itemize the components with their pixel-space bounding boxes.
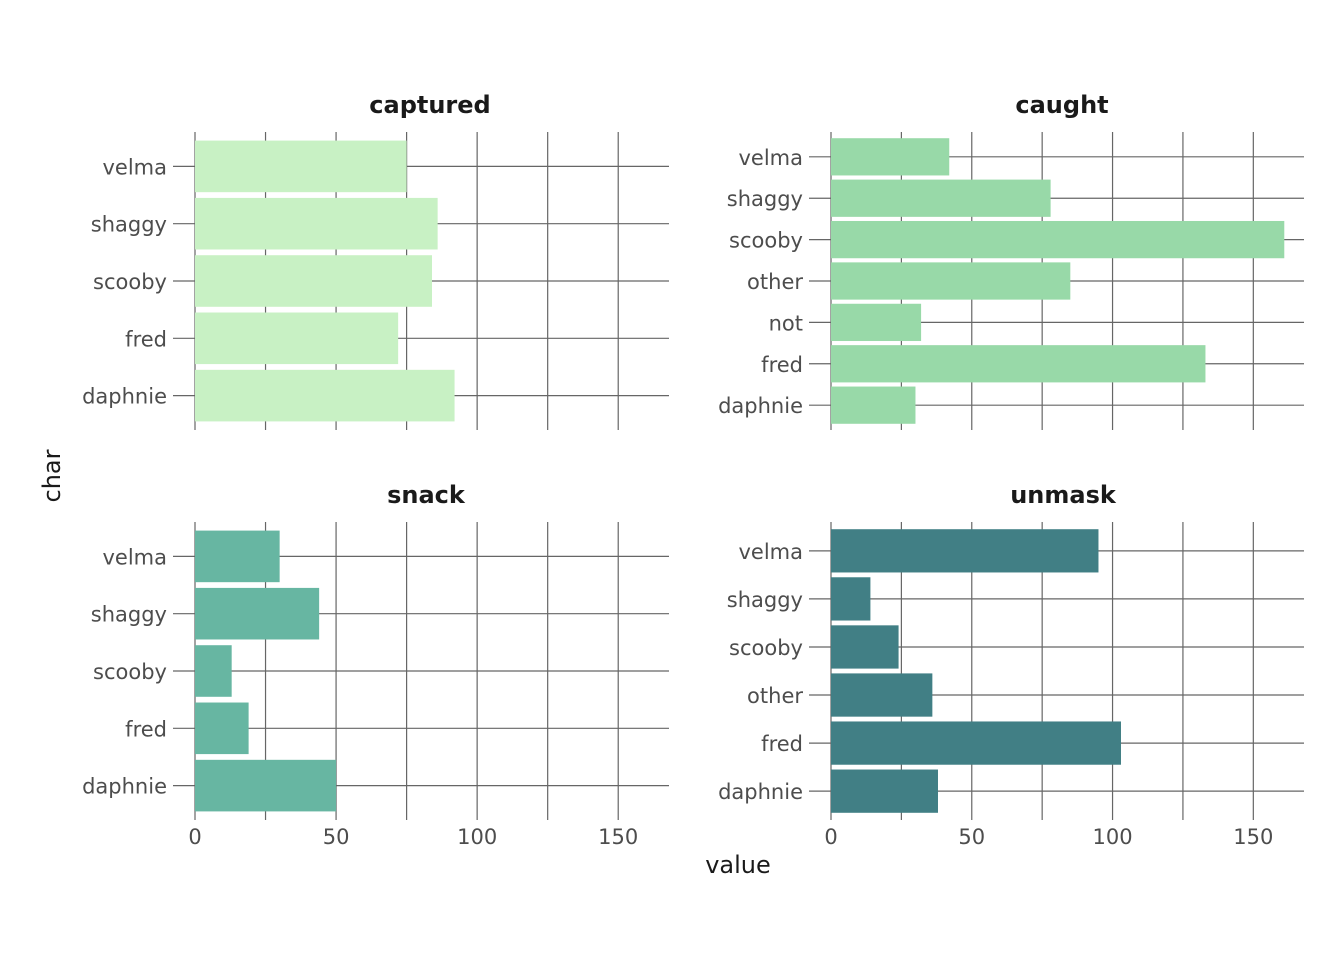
x-tick-label: 0	[188, 825, 201, 849]
y-tick-label: shaggy	[727, 187, 803, 211]
x-axis-title: value	[705, 851, 771, 879]
y-tick-label: scooby	[93, 660, 167, 684]
bar-caught-daphnie	[831, 386, 916, 424]
bar-caught-shaggy	[831, 179, 1051, 217]
y-tick-label: daphnie	[82, 775, 167, 799]
y-tick-label: fred	[125, 327, 167, 351]
facet-title: unmask	[1010, 481, 1117, 509]
facet-panel-caught: velma shaggy scooby other not fred daphnie caug…	[718, 91, 1304, 430]
y-tick-label: not	[769, 311, 803, 335]
bar-unmask-shaggy	[831, 577, 871, 621]
facet-panel-unmask: velma shaggy scooby other fred daphnie unmask 0…	[718, 481, 1304, 849]
x-tick-label: 50	[958, 825, 985, 849]
x-tick-label: 150	[598, 825, 638, 849]
y-tick-label: shaggy	[727, 588, 803, 612]
facet-title: captured	[369, 91, 490, 119]
bar-caught-fred	[831, 345, 1206, 383]
y-tick-label: shaggy	[91, 603, 167, 627]
bar-unmask-velma	[831, 529, 1099, 573]
x-tick-label: 150	[1233, 825, 1273, 849]
y-tick-label: scooby	[729, 229, 803, 253]
y-tick-label: velma	[102, 155, 167, 179]
bar-captured-scooby	[195, 255, 432, 307]
y-tick-label: fred	[125, 717, 167, 741]
y-tick-label: velma	[738, 146, 803, 170]
bar-snack-scooby	[195, 645, 232, 697]
y-tick-label: shaggy	[91, 213, 167, 237]
facet-title: snack	[387, 481, 466, 509]
y-tick-label: fred	[761, 353, 803, 377]
bar-unmask-daphnie	[831, 769, 938, 813]
bar-captured-daphnie	[195, 369, 455, 422]
facet-panel-snack: velma shaggy scooby fred daphnie snack 0 50 100 1…	[82, 481, 669, 849]
bar-unmask-fred	[831, 721, 1121, 765]
x-tick-label: 50	[323, 825, 350, 849]
bar-captured-shaggy	[195, 197, 438, 250]
y-tick-label: scooby	[729, 636, 803, 660]
bar-snack-fred	[195, 702, 249, 755]
bar-captured-fred	[195, 312, 399, 365]
bar-unmask-other	[831, 673, 933, 717]
y-tick-label: velma	[102, 545, 167, 569]
y-tick-label: other	[747, 270, 803, 294]
y-tick-label: velma	[738, 540, 803, 564]
y-tick-label: fred	[761, 732, 803, 756]
x-tick-label: 0	[824, 825, 837, 849]
x-tick-label: 100	[1093, 825, 1133, 849]
facet-title: caught	[1015, 91, 1108, 119]
bar-snack-daphnie	[195, 759, 337, 812]
y-tick-label: scooby	[93, 270, 167, 294]
bar-snack-velma	[195, 530, 280, 583]
y-tick-label: daphnie	[718, 780, 803, 804]
bar-captured-velma	[195, 140, 407, 193]
y-tick-label: daphnie	[82, 385, 167, 409]
bar-unmask-scooby	[831, 625, 899, 669]
bar-snack-shaggy	[195, 587, 320, 640]
facet-panel-captured: velma shaggy scooby fred daphnie captured	[82, 91, 669, 430]
bar-caught-scooby	[831, 220, 1285, 259]
y-tick-label: other	[747, 684, 803, 708]
bar-caught-not	[831, 303, 922, 342]
bar-caught-velma	[831, 138, 950, 176]
y-axis-title: char	[38, 449, 66, 502]
x-tick-label: 100	[457, 825, 497, 849]
bar-caught-other	[831, 262, 1071, 300]
y-tick-label: daphnie	[718, 394, 803, 418]
